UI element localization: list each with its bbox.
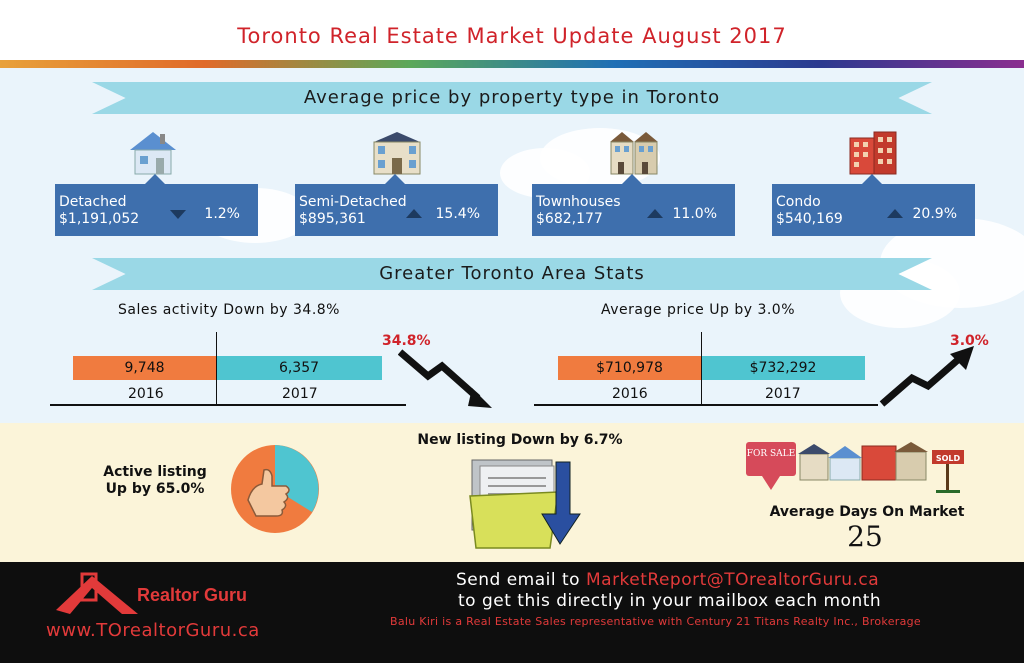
realtor-guru-logo-icon	[56, 572, 138, 614]
property-card-semi-detached: Semi-Detached $895,361 15.4%	[295, 174, 498, 236]
property-card-townhouses: Townhouses $682,177 11.0%	[532, 174, 735, 236]
arrow-up-icon	[406, 209, 422, 218]
arrow-down-icon	[170, 210, 186, 219]
avgprice-year-2016: 2016	[612, 386, 648, 402]
disclaimer-text: Balu Kiri is a Real Estate Sales represe…	[390, 615, 921, 628]
arrow-up-icon	[647, 209, 663, 218]
ribbon-property-types: Average price by property type in Toront…	[92, 82, 932, 114]
rainbow-divider	[0, 60, 1024, 68]
avgprice-pct-label: 3.0%	[950, 333, 989, 349]
sales-pct-label: 34.8%	[382, 333, 431, 349]
sales-activity-title: Sales activity Down by 34.8%	[118, 302, 340, 318]
property-name: Detached	[59, 194, 127, 210]
sales-year-2016: 2016	[128, 386, 164, 402]
active-listing-line1: Active listing	[103, 464, 207, 480]
page-title: Toronto Real Estate Market Update August…	[237, 24, 787, 48]
avgprice-2017-bar: $732,292	[701, 356, 865, 380]
active-listing-line2: Up by 65.0%	[105, 481, 205, 497]
brand-name: Realtor Guru	[137, 585, 248, 605]
townhouse-icon	[610, 132, 658, 175]
sales-2017-bar: 6,357	[216, 356, 382, 380]
sold-sign-text: SOLD	[936, 454, 961, 463]
property-change: 20.9%	[912, 206, 957, 222]
avgprice-axis	[534, 404, 878, 406]
property-price: $895,361	[299, 211, 366, 227]
sales-2016-bar: 9,748	[73, 356, 216, 380]
property-name: Condo	[776, 194, 821, 210]
avgprice-divider	[701, 332, 702, 406]
avgprice-2016-bar: $710,978	[558, 356, 701, 380]
condo-building-icon	[849, 131, 897, 175]
active-listing-label: Active listing Up by 65.0%	[90, 464, 220, 498]
detached-house-icon	[130, 132, 176, 175]
new-listing-label: New listing Down by 6.7%	[417, 432, 623, 448]
property-card-detached: Detached $1,191,052 1.2%	[55, 174, 258, 236]
property-price: $1,191,052	[59, 211, 140, 227]
email-prefix: Send email to	[456, 570, 586, 590]
arrow-up-icon	[887, 209, 903, 218]
active-listing-pie-icon	[231, 445, 319, 533]
property-card-condo: Condo $540,169 20.9%	[772, 174, 975, 236]
mailbox-line: to get this directly in your mailbox eac…	[458, 591, 882, 611]
avg-days-label: Average Days On Market	[769, 504, 965, 520]
brand-url-link[interactable]: www.TOrealtorGuru.ca	[46, 620, 260, 641]
for-sale-sign-text: FOR SALE	[747, 449, 795, 459]
sales-axis	[50, 404, 406, 406]
footer	[0, 562, 1024, 663]
property-price: $540,169	[776, 211, 843, 227]
property-change: 11.0%	[672, 206, 717, 222]
ribbon-gta-stats: Greater Toronto Area Stats	[92, 258, 932, 290]
folder-documents-icon	[469, 459, 581, 549]
trend-up-arrow-icon	[879, 346, 974, 407]
property-change: 1.2%	[204, 206, 240, 222]
avg-price-title: Average price Up by 3.0%	[601, 302, 796, 318]
property-name: Townhouses	[536, 194, 621, 210]
email-line: Send email to MarketReport@TOrealtorGuru…	[456, 570, 879, 590]
avg-days-value: 25	[847, 520, 883, 553]
email-link[interactable]: MarketReport@TOrealtorGuru.ca	[585, 570, 880, 590]
sales-year-2017: 2017	[282, 386, 318, 402]
property-change: 15.4%	[435, 206, 480, 222]
avgprice-year-2017: 2017	[765, 386, 801, 402]
semi-detached-house-icon	[373, 132, 421, 175]
sales-divider	[216, 332, 217, 406]
property-name: Semi-Detached	[299, 194, 407, 210]
trend-down-arrow-icon	[398, 349, 492, 408]
property-price: $682,177	[536, 211, 603, 227]
houses-for-sale-icon: FOR SALE SOLD	[746, 442, 964, 493]
